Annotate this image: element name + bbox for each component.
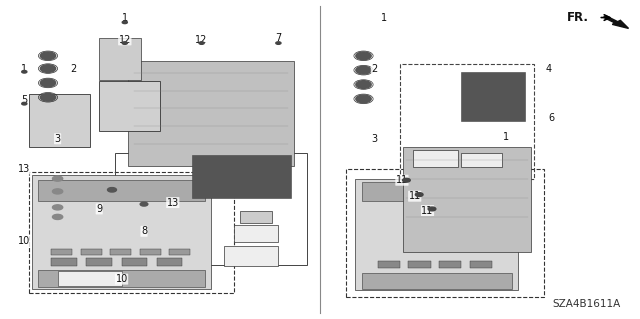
FancyBboxPatch shape — [140, 249, 161, 255]
Text: 6: 6 — [548, 113, 555, 123]
FancyBboxPatch shape — [439, 261, 461, 268]
Circle shape — [108, 188, 116, 192]
Circle shape — [356, 81, 371, 88]
Text: 1: 1 — [21, 63, 28, 74]
Text: 1: 1 — [122, 12, 128, 23]
Text: 2: 2 — [371, 63, 378, 74]
FancyBboxPatch shape — [461, 153, 502, 167]
Circle shape — [415, 193, 423, 197]
Circle shape — [403, 178, 410, 182]
Circle shape — [356, 95, 371, 103]
Text: SZA4B1611A: SZA4B1611A — [552, 299, 621, 309]
FancyBboxPatch shape — [86, 258, 112, 266]
Text: 5: 5 — [21, 95, 28, 106]
FancyBboxPatch shape — [110, 249, 131, 255]
FancyBboxPatch shape — [224, 246, 278, 266]
Text: 7: 7 — [275, 33, 282, 43]
Text: 4: 4 — [546, 63, 552, 74]
Text: 10: 10 — [18, 236, 31, 246]
Circle shape — [40, 52, 56, 60]
FancyBboxPatch shape — [408, 261, 431, 268]
FancyBboxPatch shape — [157, 258, 182, 266]
Text: 13: 13 — [18, 164, 31, 174]
FancyBboxPatch shape — [234, 225, 278, 242]
Text: 1: 1 — [381, 12, 387, 23]
Circle shape — [22, 70, 27, 73]
FancyBboxPatch shape — [362, 273, 512, 289]
Circle shape — [22, 102, 27, 105]
Text: 11: 11 — [408, 191, 421, 201]
Text: 9: 9 — [96, 204, 102, 214]
Circle shape — [276, 42, 281, 44]
FancyBboxPatch shape — [169, 249, 190, 255]
FancyBboxPatch shape — [29, 94, 90, 147]
Text: 2: 2 — [70, 63, 77, 74]
FancyBboxPatch shape — [99, 38, 141, 80]
Text: 10: 10 — [115, 274, 128, 284]
FancyBboxPatch shape — [51, 258, 77, 266]
Circle shape — [199, 42, 204, 44]
FancyBboxPatch shape — [240, 211, 272, 223]
Text: FR.: FR. — [566, 11, 588, 24]
FancyBboxPatch shape — [470, 261, 492, 268]
Text: 11: 11 — [421, 205, 434, 216]
FancyBboxPatch shape — [461, 72, 525, 121]
Circle shape — [40, 65, 56, 72]
FancyBboxPatch shape — [99, 81, 160, 131]
Circle shape — [356, 66, 371, 74]
FancyBboxPatch shape — [122, 258, 147, 266]
Text: 13: 13 — [166, 197, 179, 208]
Circle shape — [40, 93, 56, 101]
Circle shape — [52, 214, 63, 219]
Circle shape — [356, 52, 371, 60]
Circle shape — [140, 202, 148, 206]
Text: 3: 3 — [371, 134, 378, 144]
FancyBboxPatch shape — [38, 270, 205, 287]
FancyBboxPatch shape — [362, 182, 512, 201]
FancyBboxPatch shape — [413, 150, 458, 167]
Circle shape — [428, 207, 436, 211]
Circle shape — [52, 189, 63, 194]
FancyBboxPatch shape — [378, 261, 400, 268]
FancyBboxPatch shape — [192, 155, 291, 198]
Text: 12: 12 — [195, 35, 208, 45]
Text: 11: 11 — [396, 175, 408, 185]
FancyBboxPatch shape — [38, 180, 205, 201]
Circle shape — [122, 21, 127, 24]
Text: 8: 8 — [141, 226, 147, 236]
Text: 3: 3 — [54, 134, 61, 144]
Circle shape — [40, 79, 56, 87]
Circle shape — [52, 205, 63, 210]
Text: 1: 1 — [502, 132, 509, 142]
FancyBboxPatch shape — [32, 175, 211, 289]
FancyBboxPatch shape — [81, 249, 102, 255]
FancyArrow shape — [604, 16, 628, 28]
Polygon shape — [403, 147, 531, 252]
Circle shape — [52, 176, 63, 181]
FancyBboxPatch shape — [51, 249, 72, 255]
Polygon shape — [128, 61, 294, 166]
FancyBboxPatch shape — [58, 271, 122, 286]
Text: 12: 12 — [118, 35, 131, 45]
Circle shape — [122, 42, 127, 44]
FancyBboxPatch shape — [355, 179, 518, 290]
